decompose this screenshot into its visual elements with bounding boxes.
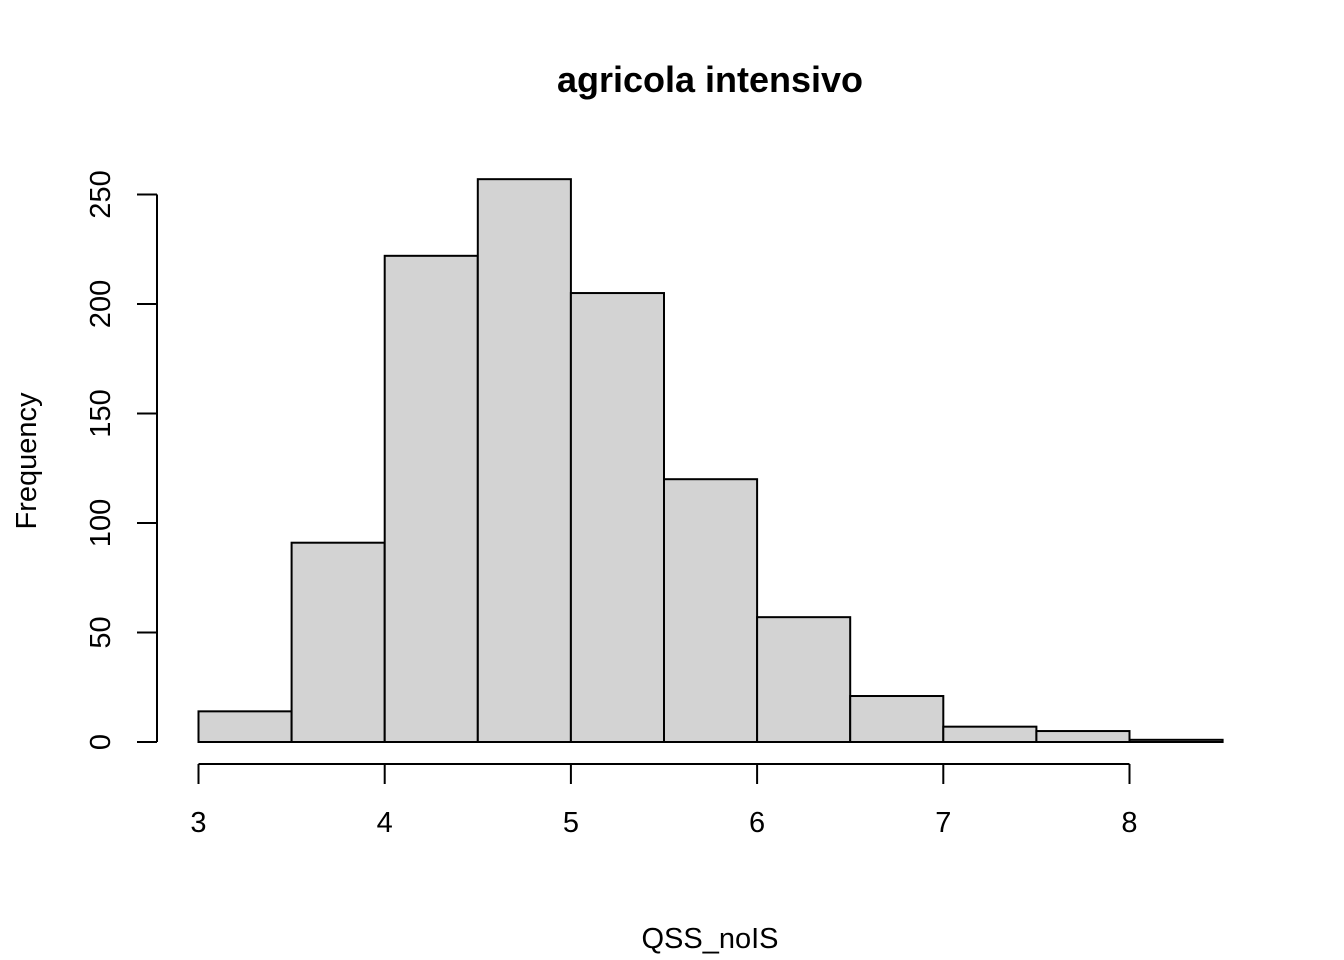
y-tick-label-250: 250 (85, 170, 117, 218)
x-tick-label-7: 7 (935, 807, 951, 839)
histogram-bar-1 (197, 710, 293, 744)
y-axis: 0 50 100 150 200 250 (85, 170, 158, 750)
histogram-bar-2 (290, 541, 386, 744)
y-tick-label-150: 150 (85, 389, 117, 437)
y-axis-label: Frequency (11, 392, 43, 530)
y-tick-label-50: 50 (85, 616, 117, 648)
x-tick-label-3: 3 (190, 807, 206, 839)
x-tick-label-4: 4 (377, 807, 393, 839)
x-axis-label: QSS_noIS (641, 923, 778, 955)
histogram-bar-7 (756, 616, 852, 743)
x-tick-label-6: 6 (749, 807, 765, 839)
histogram-bar-5 (569, 292, 666, 743)
histogram-bar-8 (849, 695, 945, 744)
histogram-bar-3 (383, 254, 479, 743)
histogram-bar-10 (1035, 730, 1131, 743)
histogram-bar-4 (476, 178, 572, 744)
x-axis: 3 4 5 6 7 8 (190, 763, 1138, 839)
y-tick-label-100: 100 (85, 499, 117, 547)
histogram-bar-6 (663, 478, 759, 743)
y-tick-label-200: 200 (85, 280, 117, 328)
histogram-bar-9 (942, 725, 1038, 743)
bars-group (197, 178, 1224, 744)
chart-title: agricola intensivo (557, 59, 863, 100)
histogram-bar-11 (1128, 738, 1224, 743)
y-tick-label-0: 0 (85, 734, 117, 750)
x-tick-label-5: 5 (563, 807, 579, 839)
x-tick-label-8: 8 (1121, 807, 1137, 839)
